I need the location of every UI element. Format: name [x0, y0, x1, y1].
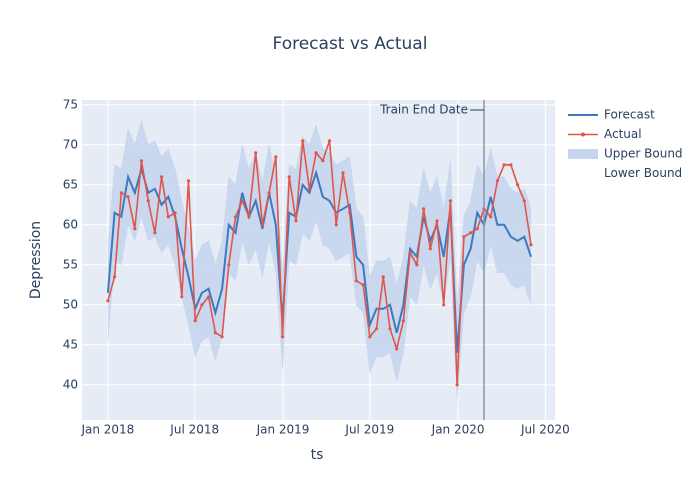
actual-point — [374, 327, 379, 331]
x-axis-label: ts — [311, 447, 324, 463]
actual-point — [173, 211, 177, 215]
legend-label: Actual — [604, 127, 642, 141]
y-tick-label: 50 — [63, 297, 78, 311]
actual-point — [166, 215, 170, 219]
actual-point — [529, 243, 533, 247]
actual-point — [160, 175, 164, 179]
legend-label: Upper Bound — [604, 147, 683, 161]
actual-point — [260, 223, 264, 227]
actual-point — [126, 195, 130, 199]
actual-point — [509, 163, 513, 167]
y-tick-label: 70 — [63, 137, 78, 151]
legend-marker — [581, 132, 585, 137]
actual-point — [133, 227, 137, 231]
actual-point — [415, 263, 419, 267]
legend-swatch — [568, 149, 598, 159]
legend-label: Lower Bound — [604, 166, 682, 180]
actual-point — [233, 215, 238, 219]
actual-point — [287, 175, 291, 179]
actual-point — [475, 227, 479, 231]
actual-point — [421, 207, 426, 211]
bound-line — [107, 215, 532, 401]
actual-point — [341, 171, 345, 175]
x-tick-label: Jul 2020 — [520, 423, 570, 437]
y-tick-label: 75 — [63, 97, 78, 111]
actual-point — [321, 159, 325, 163]
actual-point — [489, 215, 493, 219]
actual-point — [381, 275, 385, 279]
actual-point — [307, 187, 311, 191]
actual-point — [428, 247, 432, 251]
x-tick-label: Jan 2018 — [80, 423, 134, 437]
actual-point — [240, 199, 244, 203]
actual-point — [180, 295, 184, 299]
actual-point — [106, 299, 110, 303]
actual-point — [401, 319, 406, 323]
actual-point — [442, 303, 446, 307]
actual-point — [213, 331, 217, 335]
actual-point — [186, 179, 191, 183]
confidence-band — [107, 120, 532, 401]
actual-point — [274, 155, 278, 159]
actual-point — [354, 279, 358, 283]
legend-label: Forecast — [604, 108, 655, 122]
y-tick-label: 55 — [63, 257, 78, 271]
actual-point — [502, 163, 506, 167]
y-axis-label: Depression — [28, 221, 44, 299]
chart-title: Forecast vs Actual — [273, 34, 428, 54]
actual-point — [119, 191, 123, 195]
actual-line — [107, 140, 532, 385]
actual-point — [146, 199, 150, 203]
actual-point — [139, 159, 144, 163]
actual-point — [254, 151, 258, 155]
actual-point — [267, 191, 271, 195]
actual-point — [314, 151, 318, 155]
actual-point — [388, 327, 392, 331]
actual-point — [227, 263, 231, 267]
y-tick-label: 65 — [63, 177, 78, 191]
y-tick-label: 40 — [63, 377, 78, 391]
actual-point — [361, 283, 365, 287]
actual-point — [207, 295, 211, 299]
actual-point — [495, 179, 500, 183]
actual-point — [113, 275, 117, 279]
actual-point — [348, 211, 352, 215]
actual-point — [334, 223, 338, 227]
actual-point — [294, 219, 298, 223]
actual-point — [435, 219, 439, 223]
actual-point — [193, 319, 197, 323]
actual-point — [280, 335, 285, 339]
y-tick-label: 60 — [63, 217, 78, 231]
actual-point — [368, 335, 372, 339]
actual-point — [408, 251, 412, 255]
actual-point — [462, 235, 466, 239]
actual-point — [522, 199, 526, 203]
actual-point — [220, 335, 224, 339]
actual-point — [327, 139, 332, 143]
actual-point — [301, 139, 305, 143]
actual-point — [153, 231, 157, 235]
actual-point — [455, 383, 459, 387]
actual-point — [200, 303, 204, 307]
actual-point — [515, 183, 520, 187]
x-tick-label: Jul 2019 — [344, 423, 394, 437]
x-tick-label: Jan 2019 — [256, 423, 310, 437]
actual-point — [395, 347, 399, 351]
annotation-text: Train End Date — [379, 103, 468, 117]
actual-point — [468, 231, 473, 235]
bound-line — [107, 119, 532, 305]
y-tick-label: 45 — [63, 337, 78, 351]
x-tick-label: Jul 2018 — [169, 423, 219, 437]
actual-point — [448, 199, 453, 203]
actual-point — [247, 215, 251, 219]
x-tick-label: Jan 2020 — [431, 423, 485, 437]
